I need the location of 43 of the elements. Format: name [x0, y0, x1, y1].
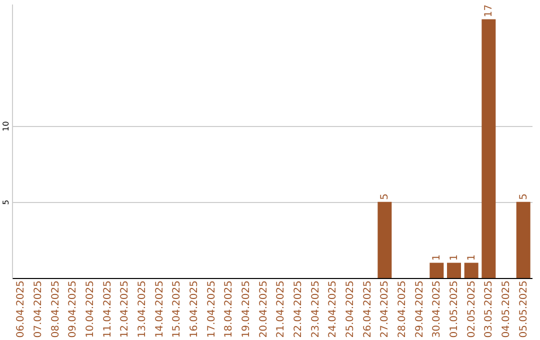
data-label: 1	[432, 254, 443, 261]
x-tick-label: 24.04.2025	[328, 280, 339, 338]
x-tick-label: 27.04.2025	[380, 280, 391, 338]
x-tick-label: 06.04.2025	[16, 280, 27, 338]
x-tick-label: 02.05.2025	[466, 280, 478, 338]
x-tick-label: 30.04.2025	[432, 280, 443, 338]
x-tick-label: 29.04.2025	[414, 280, 426, 338]
bar	[516, 202, 530, 278]
x-tick-label: 04.05.2025	[501, 280, 512, 338]
x-tick-label: 12.04.2025	[120, 280, 131, 338]
bar	[482, 19, 496, 278]
x-tick-label: 11.04.2025	[102, 280, 114, 338]
x-tick-label: 01.05.2025	[449, 280, 460, 338]
x-tick-label: 03.05.2025	[484, 280, 495, 338]
bar	[464, 262, 478, 278]
x-tick-label: 26.04.2025	[362, 280, 374, 338]
x-tick-label: 23.04.2025	[310, 280, 322, 338]
data-label: 5	[380, 194, 391, 200]
x-tick-label: 07.04.2025	[33, 280, 44, 338]
data-label: 1	[466, 254, 478, 261]
data-label: 1	[449, 254, 460, 261]
x-tick-label: 17.04.2025	[206, 280, 218, 338]
data-label: 17	[484, 4, 495, 18]
bar	[378, 202, 392, 278]
bar	[430, 262, 444, 278]
x-tick-label: 21.04.2025	[276, 280, 287, 338]
x-tick-label: 09.04.2025	[68, 280, 79, 338]
x-tick-label: 15.04.2025	[172, 280, 183, 338]
x-tick-label: 14.04.2025	[154, 280, 166, 338]
x-tick-label: 19.04.2025	[241, 280, 252, 338]
x-tick-label: 20.04.2025	[258, 280, 270, 338]
x-tick-label: 08.04.2025	[50, 280, 62, 338]
x-tick-label: 25.04.2025	[345, 280, 356, 338]
bar	[447, 262, 461, 278]
x-tick-label: 28.04.2025	[397, 280, 408, 338]
y-tick-label: 10	[2, 121, 10, 132]
x-tick-label: 22.04.2025	[293, 280, 304, 338]
x-tick-label: 16.04.2025	[189, 280, 200, 338]
x-tick-label: 18.04.2025	[224, 280, 235, 338]
x-tick-label: 10.04.2025	[85, 280, 96, 338]
data-label: 5	[518, 194, 530, 200]
x-tick-label: 05.05.2025	[518, 280, 530, 338]
x-tick-label: 13.04.2025	[137, 280, 148, 338]
